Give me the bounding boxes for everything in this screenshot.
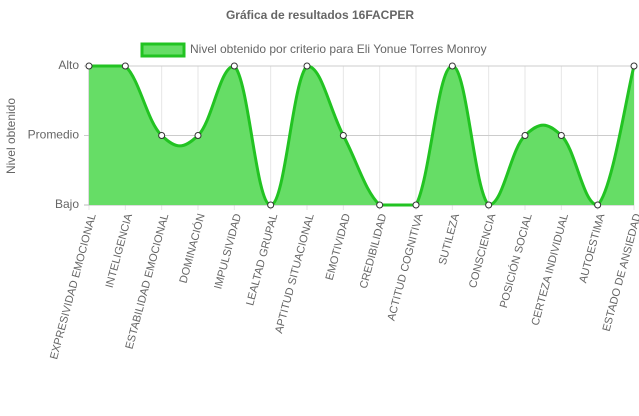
point — [303, 62, 311, 70]
point — [594, 201, 602, 209]
x-tick-label: ESTADO DE ANSIEDAD — [601, 212, 639, 332]
point — [557, 132, 565, 139]
x-tick-label: APTITUD SITUACIONAL — [273, 212, 317, 334]
y-tick-label: Promedio — [28, 128, 80, 142]
point — [376, 201, 384, 209]
x-tick-label: SUTILEZA — [437, 212, 462, 267]
x-tick-label: CERTEZA INDIVIDUAL — [530, 212, 571, 327]
x-tick-label: CREDIBILIDAD — [358, 212, 390, 290]
point — [194, 132, 202, 139]
x-tick-label: LEALTAD GRUPAL — [244, 212, 280, 307]
x-tick-label: IMPULSIVIDAD — [212, 212, 244, 290]
x-tick-label: POSICIÓN SOCIAL — [497, 212, 535, 309]
area — [89, 66, 634, 205]
x-tick-label: INTELIGENCIA — [104, 212, 136, 290]
point — [121, 62, 129, 70]
x-tick-label: DOMINACIÓN — [177, 212, 208, 284]
x-tick-label: AUTOESTIMA — [577, 212, 607, 285]
point — [158, 132, 166, 139]
point — [267, 201, 275, 209]
y-tick-label: Alto — [58, 58, 79, 72]
x-tick-label: CONSCIENCIA — [467, 212, 499, 290]
point — [85, 62, 93, 70]
x-tick-label: ESTABILIDAD EMOCIONAL — [124, 212, 172, 350]
x-tick-label: EMOTIVIDAD — [324, 212, 353, 281]
legend-label: Nivel obtenido por criterio para Eli Yon… — [190, 42, 487, 56]
point — [230, 62, 238, 70]
point — [485, 201, 493, 209]
chart-title: Gráfica de resultados 16FACPER — [226, 8, 414, 22]
point — [412, 201, 420, 209]
legend-swatch — [140, 42, 186, 58]
x-tick-label: EXPRESIVIDAD EMOCIONAL — [48, 212, 99, 360]
x-tick-label: ACTITUD COGNITIVA — [386, 212, 426, 322]
point — [339, 132, 347, 139]
y-tick-label: Bajo — [55, 197, 79, 211]
point — [448, 62, 456, 70]
point — [521, 132, 529, 139]
y-axis-title: Nivel obtenido — [4, 98, 18, 174]
point — [630, 62, 638, 70]
